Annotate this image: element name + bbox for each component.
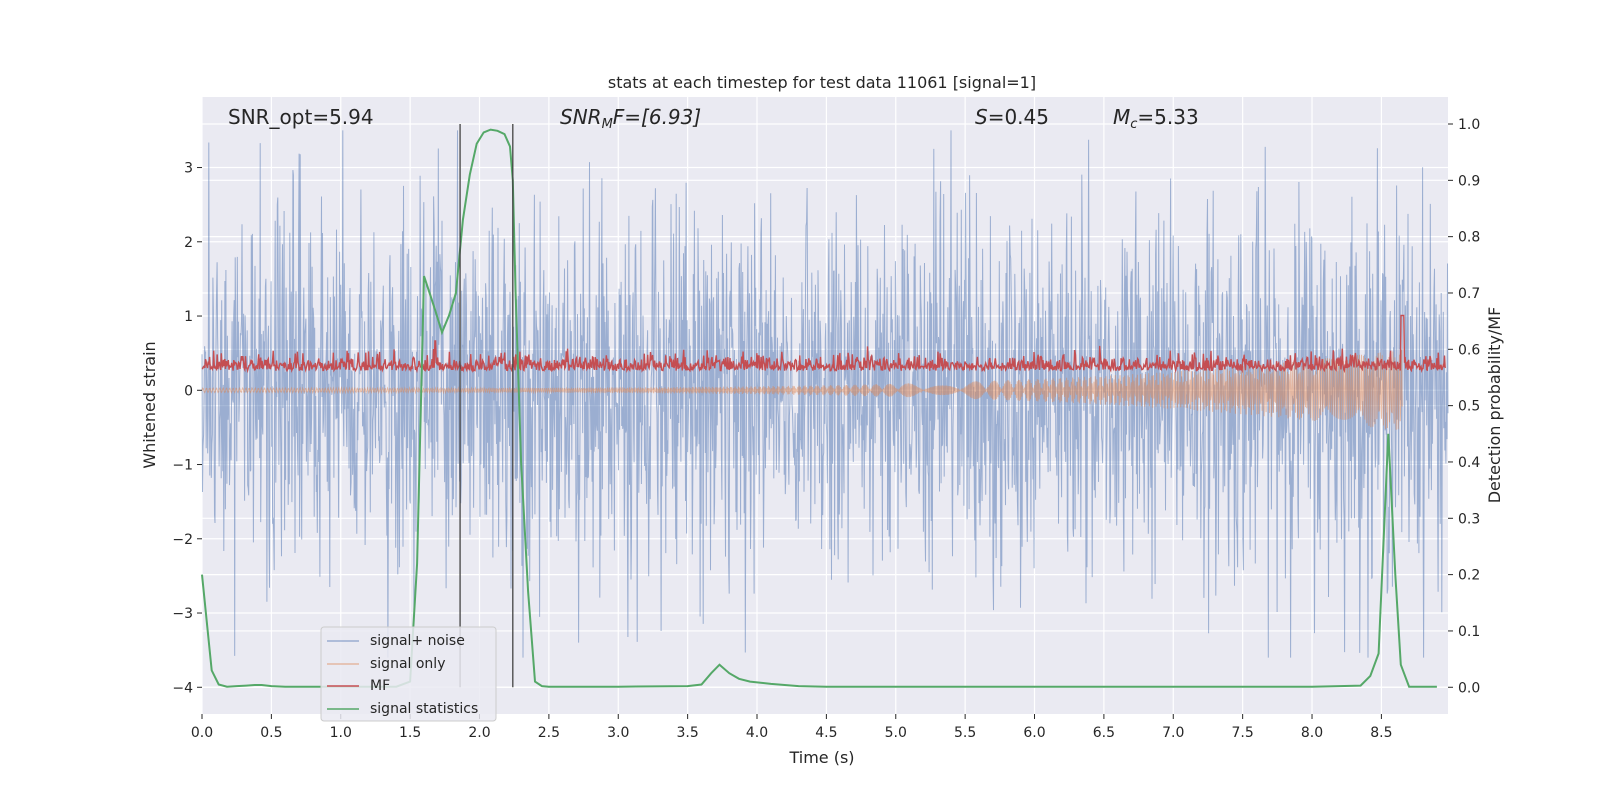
series-signal-noise-line <box>201 130 1449 658</box>
legend-label-signal-only: signal only <box>370 656 445 672</box>
y-tick-label-right: 0.1 <box>1458 624 1480 640</box>
y-tick-label-left: 2 <box>184 235 193 251</box>
chart-title: stats at each timestep for test data 110… <box>608 73 1036 92</box>
x-tick-label: 1.5 <box>399 725 421 741</box>
annotation-mc-sub: c <box>1130 117 1137 132</box>
y-tick-label-right: 0.6 <box>1458 342 1480 358</box>
y-tick-label-right: 1.0 <box>1458 117 1480 133</box>
x-tick-label: 6.0 <box>1023 725 1045 741</box>
annotation-snr-mf-name: SNR <box>560 105 602 129</box>
vertical-markers <box>459 124 514 688</box>
y-tick-label-left: 1 <box>184 309 193 325</box>
x-tick-label: 4.0 <box>746 725 768 741</box>
y-tick-label-left: 3 <box>184 161 193 177</box>
legend-label-mf: MF <box>370 678 390 694</box>
annotation-snr-mf-rest: F=[6.93] <box>613 105 701 129</box>
y-tick-label-right: 0.7 <box>1458 286 1480 302</box>
x-tick-label: 7.5 <box>1232 725 1254 741</box>
x-tick-label: 5.0 <box>885 725 907 741</box>
annotation-snr-mf-sub: M <box>602 117 613 132</box>
x-tick-label: 2.0 <box>468 725 490 741</box>
x-tick-label: 8.0 <box>1301 725 1323 741</box>
annotation-s: S=0.45 <box>975 105 1049 129</box>
legend-label-signal-noise: signal+ noise <box>370 633 465 649</box>
x-tick-label: 7.0 <box>1162 725 1184 741</box>
x-tick-label: 5.5 <box>954 725 976 741</box>
x-tick-label: 1.0 <box>330 725 352 741</box>
x-axis-label: Time (s) <box>788 748 854 767</box>
y-tick-label-left: −2 <box>172 532 193 548</box>
annotation-snr-mf: SNRMF=[6.93] <box>560 105 701 132</box>
series-signal-only-line <box>201 349 1403 430</box>
annotation-mc: Mc=5.33 <box>1113 105 1199 132</box>
annotation-snr-opt: SNR_opt=5.94 <box>228 105 374 129</box>
axes: 0.0 0.5 1.0 1.5 2.0 2.5 3.0 3.5 4.0 4.5 5.0 5.5 6.0 6… <box>172 117 1480 741</box>
y-tick-label-left: −3 <box>172 606 193 622</box>
y-tick-label-left: −1 <box>172 458 193 474</box>
y-tick-label-right: 0.0 <box>1458 680 1480 696</box>
y-tick-label-right: 0.3 <box>1458 511 1480 527</box>
y-tick-label-right: 0.5 <box>1458 399 1480 415</box>
y-tick-label-left: −4 <box>172 680 193 696</box>
x-tick-label: 4.5 <box>815 725 837 741</box>
x-tick-label: 3.5 <box>677 725 699 741</box>
y-tick-label-left: 0 <box>184 383 193 399</box>
series-signal-statistics-line <box>201 128 1437 688</box>
annotation-s-rest: =0.45 <box>988 105 1049 129</box>
y-tick-label-right: 0.8 <box>1458 230 1480 246</box>
y-axis-label-right: Detection probability/MF <box>1485 307 1504 504</box>
legend-label-signal-statistics: signal statistics <box>370 701 478 717</box>
x-tick-label: 2.5 <box>538 725 560 741</box>
legend: signal+ noise signal only MF signal stat… <box>320 626 497 722</box>
legend-box <box>320 626 497 722</box>
y-axis-label-left: Whitened strain <box>140 341 159 468</box>
annotation-s-name: S <box>975 105 988 129</box>
series-mf-line <box>201 314 1446 374</box>
x-tick-label: 8.5 <box>1370 725 1392 741</box>
x-tick-label: 3.0 <box>607 725 629 741</box>
x-tick-label: 6.5 <box>1093 725 1115 741</box>
x-tick-label: 0.5 <box>260 725 282 741</box>
x-tick-label: 0.0 <box>191 725 213 741</box>
series-layer <box>201 128 1449 688</box>
annotations: SNR_opt=5.94 SNRMF=[6.93] S=0.45 Mc=5.33 <box>228 105 1199 132</box>
annotation-mc-rest: =5.33 <box>1137 105 1198 129</box>
y-tick-label-right: 0.2 <box>1458 568 1480 584</box>
y-tick-label-right: 0.9 <box>1458 173 1480 189</box>
y-tick-label-right: 0.4 <box>1458 455 1480 471</box>
annotation-mc-name: M <box>1113 105 1130 129</box>
